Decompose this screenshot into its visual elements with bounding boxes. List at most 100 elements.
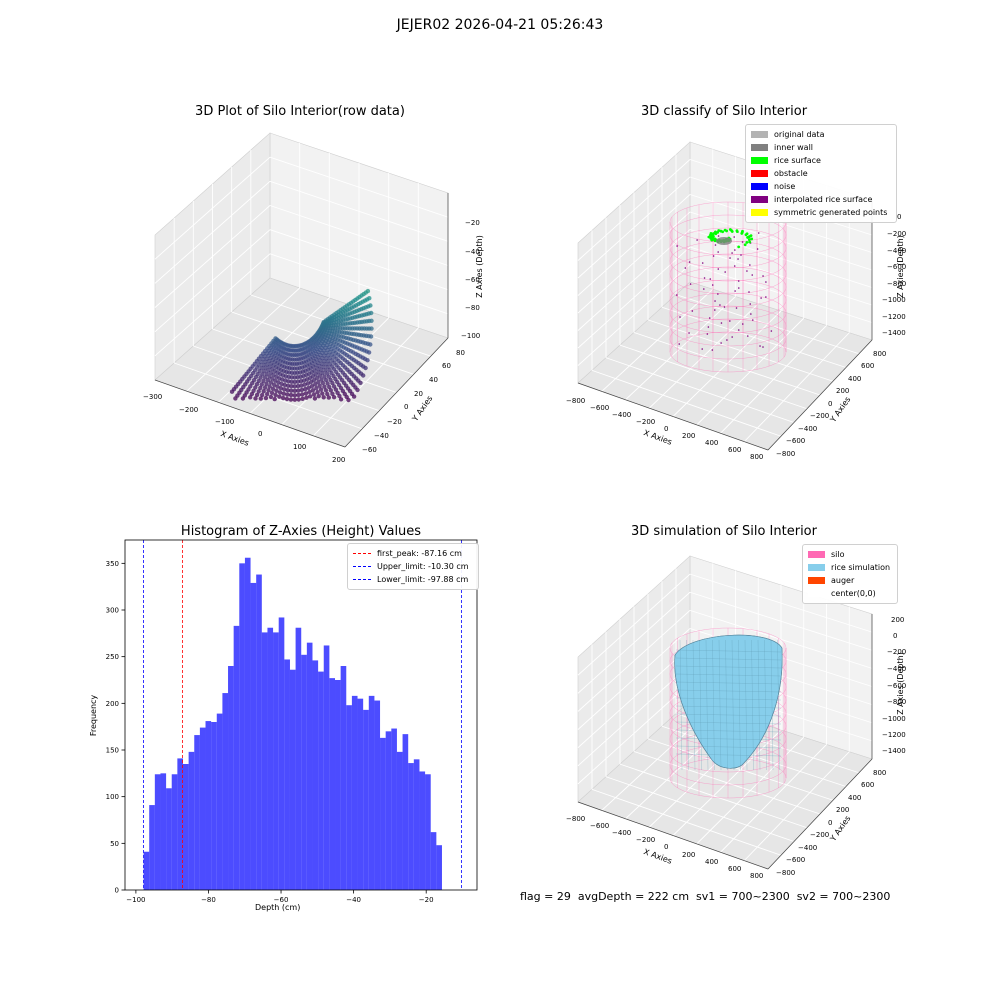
rice-surface-point	[707, 235, 711, 239]
p2-ytick: 0	[828, 400, 833, 408]
scatter-point	[266, 388, 271, 393]
scatter-point	[324, 371, 330, 376]
p1-ytick: 80	[456, 349, 465, 357]
p3-ytick: −400	[798, 844, 818, 852]
y-tick-label: 150	[106, 747, 119, 755]
panel3-title: 3D simulation of Silo Interior	[631, 524, 817, 539]
legend-item: obstacle	[751, 167, 891, 180]
histogram-xticks: −100 −80 −60 −40 −20	[126, 890, 434, 904]
scatter-point	[322, 384, 327, 389]
legend-swatch	[808, 564, 825, 571]
legend-swatch	[808, 590, 825, 597]
legend-label: Upper_limit: -10.30 cm	[377, 562, 469, 571]
p2-ztick: −1000	[882, 296, 906, 304]
scatter-point	[281, 395, 286, 401]
legend-label: auger	[831, 576, 855, 585]
scatter-point	[323, 388, 329, 393]
legend-label: original data	[774, 130, 825, 139]
scatter-point	[288, 397, 294, 402]
interpolated-point	[712, 255, 715, 257]
rice-mesh-line	[675, 689, 782, 693]
scatter-point	[363, 365, 368, 371]
p1-ytick: 60	[442, 362, 451, 370]
scatter-point	[320, 391, 325, 396]
p3-xtick: −600	[590, 822, 610, 830]
rice-mesh-line	[718, 639, 722, 771]
interpolated-point	[729, 320, 731, 322]
silo-ring	[669, 214, 787, 256]
scatter-point	[262, 375, 268, 380]
histogram-bar	[335, 680, 341, 890]
histogram-bar	[267, 627, 274, 890]
rice-mesh-line	[751, 639, 754, 771]
scatter-point	[285, 383, 291, 388]
scatter-point	[325, 391, 330, 397]
scatter-point	[299, 387, 304, 393]
p2-ytick: 800	[873, 350, 887, 358]
rice-mesh-line	[686, 639, 689, 771]
scatter-point	[229, 389, 235, 394]
scatter-point	[299, 383, 304, 388]
legend-swatch	[808, 551, 825, 558]
rice-surface-point	[714, 232, 718, 236]
panel2-silo-wireframe	[669, 201, 787, 373]
silo-ring	[669, 318, 787, 360]
legend-swatch	[751, 196, 768, 203]
scatter-point	[368, 342, 373, 347]
interpolated-point	[734, 249, 736, 251]
scatter-point	[258, 385, 263, 391]
scatter-point	[292, 397, 297, 402]
interpolated-point	[759, 345, 761, 347]
scatter-point	[361, 373, 366, 378]
p3-xtick: −200	[636, 836, 656, 844]
p3-ytick: −800	[776, 869, 796, 877]
histogram-bar	[363, 709, 369, 890]
scatter-point	[261, 389, 266, 394]
interpolated-point	[703, 288, 705, 290]
histogram-bar	[323, 645, 330, 890]
histogram-bar	[216, 713, 223, 890]
interpolated-point	[709, 278, 712, 280]
silo-ring	[669, 279, 787, 321]
legend-label: first_peak: -87.16 cm	[377, 549, 462, 558]
grid-line	[577, 573, 691, 676]
scatter-point	[272, 382, 277, 387]
histogram-bar	[413, 759, 420, 890]
interpolated-point	[737, 329, 740, 331]
p2-xtick: −600	[590, 404, 610, 412]
histogram-bar	[402, 734, 409, 890]
interpolated-point	[729, 257, 731, 259]
histogram-bar	[385, 731, 392, 890]
interpolated-point	[701, 262, 704, 264]
scatter-point	[295, 383, 301, 389]
scatter-point	[296, 397, 301, 402]
interpolated-point	[723, 306, 726, 308]
scatter-point	[365, 358, 370, 363]
interpolated-point	[749, 264, 751, 266]
p3-ztick: 0	[893, 632, 898, 640]
interpolated-point	[711, 284, 714, 286]
legend-swatch	[808, 577, 825, 584]
rice-surface-point	[737, 245, 741, 249]
scatter-point	[369, 310, 374, 316]
p1-ztick: −60	[465, 276, 480, 284]
interpolated-point	[713, 309, 716, 311]
interpolated-point	[770, 330, 773, 332]
rice-surface-point	[730, 230, 734, 233]
scatter-point	[248, 395, 253, 400]
scatter-point	[265, 392, 270, 397]
x-tick-label: −100	[126, 896, 145, 904]
interpolated-point	[678, 343, 681, 345]
scatter-point	[337, 393, 342, 399]
rice-surface-point	[713, 237, 717, 241]
p2-ztick: −400	[887, 247, 907, 255]
histogram-bar	[301, 654, 307, 890]
histogram-bar	[329, 678, 336, 890]
scatter-point	[365, 288, 371, 294]
interpolated-point	[675, 294, 678, 296]
interpolated-point	[691, 310, 694, 312]
y-axis-line	[767, 758, 873, 870]
rice-mesh-line	[675, 721, 782, 725]
histogram-bar	[289, 669, 296, 890]
